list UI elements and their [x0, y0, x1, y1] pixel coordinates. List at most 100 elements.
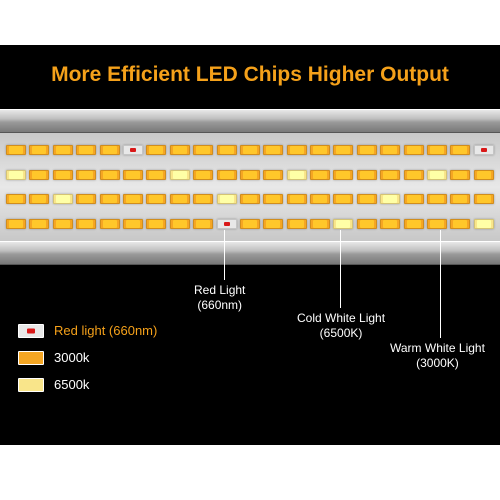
- led-chip-warm: [333, 145, 353, 155]
- legend-row-warm: 3000k: [18, 350, 157, 365]
- led-chip-warm: [380, 170, 400, 180]
- led-chip-warm: [404, 170, 424, 180]
- chip-row: [6, 170, 494, 180]
- callout-cold-line1: Cold White Light: [297, 311, 385, 325]
- chip-row: [6, 145, 494, 155]
- led-chip-warm: [123, 194, 143, 204]
- chip-row: [6, 219, 494, 229]
- led-chip-warm: [450, 170, 470, 180]
- led-chip-array: [0, 133, 500, 241]
- led-chip-warm: [474, 194, 494, 204]
- led-chip-warm: [427, 219, 447, 229]
- callout-warm-line2: (3000K): [416, 356, 459, 370]
- led-chip-cold: [333, 219, 353, 229]
- led-chip-cold: [474, 219, 494, 229]
- legend-swatch-warm: [18, 351, 44, 365]
- led-chip-warm: [6, 145, 26, 155]
- led-chip-warm: [123, 170, 143, 180]
- callout-line-warm: [440, 230, 441, 338]
- led-chip-warm: [333, 194, 353, 204]
- led-chip-warm: [474, 170, 494, 180]
- legend-label-warm: 3000k: [54, 350, 89, 365]
- product-infographic-panel: More Efficient LED Chips Higher Output R…: [0, 45, 500, 445]
- fixture-housing-bottom-rail: [0, 241, 500, 265]
- led-chip-warm: [53, 145, 73, 155]
- led-chip-warm: [450, 194, 470, 204]
- callout-warm: Warm White Light (3000K): [390, 341, 485, 371]
- led-chip-warm: [193, 219, 213, 229]
- legend: Red light (660nm) 3000k 6500k: [18, 323, 157, 404]
- led-chip-warm: [146, 170, 166, 180]
- led-chip-warm: [450, 219, 470, 229]
- led-chip-warm: [170, 145, 190, 155]
- led-chip-red: [474, 145, 494, 155]
- led-chip-warm: [333, 170, 353, 180]
- led-chip-warm: [123, 219, 143, 229]
- led-chip-warm: [380, 219, 400, 229]
- led-chip-warm: [240, 145, 260, 155]
- legend-row-red: Red light (660nm): [18, 323, 157, 338]
- led-chip-warm: [240, 219, 260, 229]
- led-chip-warm: [193, 194, 213, 204]
- led-chip-warm: [357, 194, 377, 204]
- led-chip-warm: [170, 219, 190, 229]
- callout-red-line2: (660nm): [197, 298, 242, 312]
- callout-warm-line1: Warm White Light: [390, 341, 485, 355]
- led-chip-warm: [310, 145, 330, 155]
- led-chip-warm: [76, 219, 96, 229]
- led-chip-warm: [263, 194, 283, 204]
- led-chip-warm: [100, 145, 120, 155]
- led-chip-red: [123, 145, 143, 155]
- led-chip-warm: [357, 170, 377, 180]
- led-chip-warm: [240, 194, 260, 204]
- headline-text: More Efficient LED Chips Higher Output: [0, 63, 500, 87]
- led-chip-warm: [310, 219, 330, 229]
- led-chip-warm: [146, 194, 166, 204]
- callout-line-red: [224, 230, 225, 280]
- led-chip-warm: [6, 219, 26, 229]
- led-chip-warm: [100, 194, 120, 204]
- led-chip-warm: [100, 219, 120, 229]
- led-chip-cold: [217, 194, 237, 204]
- callout-cold-line2: (6500K): [320, 326, 363, 340]
- chip-row: [6, 194, 494, 204]
- callout-line-cold: [340, 230, 341, 308]
- led-chip-warm: [263, 145, 283, 155]
- led-chip-warm: [29, 145, 49, 155]
- led-chip-warm: [310, 194, 330, 204]
- led-chip-warm: [404, 194, 424, 204]
- legend-label-red: Red light (660nm): [54, 323, 157, 338]
- led-chip-warm: [29, 219, 49, 229]
- led-chip-cold: [380, 194, 400, 204]
- legend-label-cold: 6500k: [54, 377, 89, 392]
- led-chip-warm: [100, 170, 120, 180]
- led-chip-warm: [193, 170, 213, 180]
- led-chip-cold: [287, 170, 307, 180]
- led-chip-warm: [287, 194, 307, 204]
- callout-cold: Cold White Light (6500K): [297, 311, 385, 341]
- led-chip-warm: [240, 170, 260, 180]
- led-chip-warm: [76, 145, 96, 155]
- led-chip-warm: [76, 170, 96, 180]
- led-chip-warm: [287, 219, 307, 229]
- led-chip-warm: [217, 145, 237, 155]
- led-chip-cold: [427, 170, 447, 180]
- led-chip-warm: [357, 145, 377, 155]
- led-chip-warm: [146, 145, 166, 155]
- led-chip-cold: [170, 170, 190, 180]
- led-chip-cold: [6, 170, 26, 180]
- led-chip-warm: [263, 170, 283, 180]
- led-chip-warm: [404, 219, 424, 229]
- led-chip-warm: [404, 145, 424, 155]
- led-chip-warm: [170, 194, 190, 204]
- led-chip-warm: [53, 219, 73, 229]
- fixture-housing-top-rail: [0, 109, 500, 133]
- led-chip-warm: [287, 145, 307, 155]
- callout-red-line1: Red Light: [194, 283, 245, 297]
- led-chip-warm: [427, 145, 447, 155]
- callout-red: Red Light (660nm): [194, 283, 245, 313]
- led-chip-warm: [29, 194, 49, 204]
- legend-swatch-red: [18, 324, 44, 338]
- led-chip-warm: [263, 219, 283, 229]
- led-chip-warm: [76, 194, 96, 204]
